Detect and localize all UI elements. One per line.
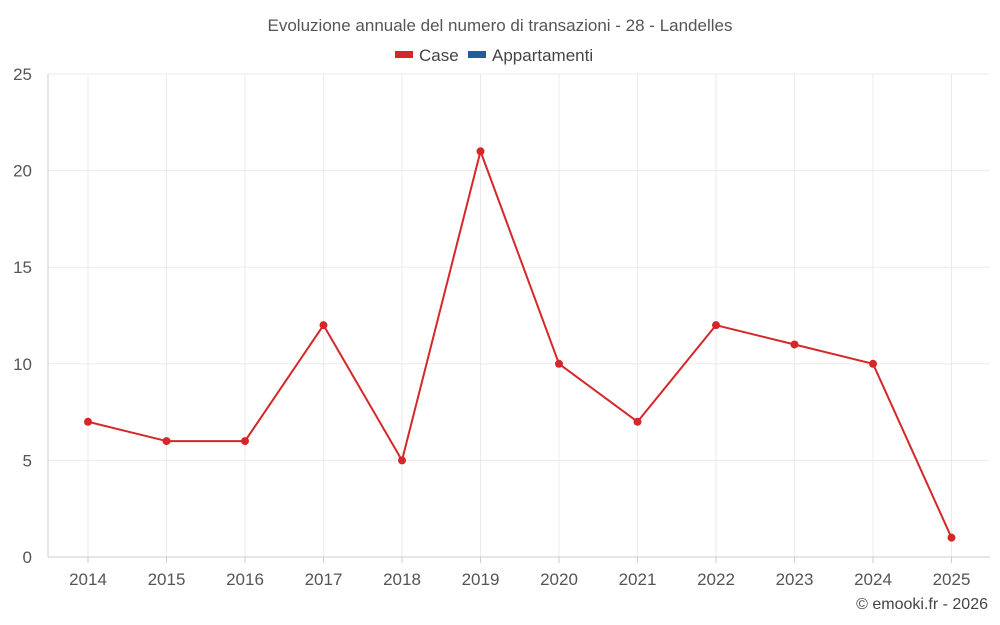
- y-tick-label: 20: [13, 162, 32, 181]
- series-case: [84, 147, 956, 542]
- x-tick-label: 2023: [776, 570, 814, 589]
- x-tick-label: 2020: [540, 570, 578, 589]
- y-tick-label: 0: [23, 548, 32, 567]
- x-tick-label: 2024: [854, 570, 892, 589]
- data-point-case-2018[interactable]: [398, 456, 406, 465]
- chart-title: Evoluzione annuale del numero di transaz…: [268, 16, 733, 35]
- x-tick-label: 2017: [305, 570, 343, 589]
- y-tick-label: 15: [13, 258, 32, 277]
- legend-item-appartamenti[interactable]: Appartamenti: [468, 46, 593, 65]
- y-tick-label: 10: [13, 355, 32, 374]
- data-point-case-2017[interactable]: [319, 321, 328, 330]
- legend-item-case[interactable]: Case: [395, 46, 459, 65]
- legend-swatch-appartamenti: [468, 51, 486, 58]
- legend-label-appartamenti: Appartamenti: [492, 46, 593, 65]
- data-point-case-2016[interactable]: [241, 437, 249, 446]
- data-point-case-2024[interactable]: [869, 359, 877, 368]
- data-point-case-2022[interactable]: [712, 321, 720, 330]
- x-tick-label: 2022: [697, 570, 735, 589]
- legend: Case Appartamenti: [395, 46, 593, 65]
- grid: [48, 73, 990, 557]
- data-point-case-2015[interactable]: [162, 437, 171, 446]
- x-tick-label: 2014: [69, 570, 107, 589]
- y-tick-label: 5: [23, 451, 32, 470]
- data-point-case-2020[interactable]: [555, 359, 563, 368]
- legend-label-case: Case: [419, 46, 459, 65]
- series-line-case: [87, 150, 953, 539]
- x-tick-label: 2021: [619, 570, 657, 589]
- data-point-case-2021[interactable]: [633, 417, 642, 426]
- data-point-case-2014[interactable]: [84, 417, 92, 426]
- data-point-case-2025[interactable]: [947, 533, 956, 542]
- x-tick-label: 2015: [148, 570, 186, 589]
- legend-swatch-case: [395, 51, 413, 58]
- x-tick-label: 2025: [933, 570, 971, 589]
- data-point-case-2019[interactable]: [476, 147, 485, 156]
- x-tick-label: 2018: [383, 570, 421, 589]
- credit-text: © emooki.fr - 2026: [856, 596, 988, 613]
- data-point-case-2023[interactable]: [790, 340, 799, 349]
- y-tick-label: 25: [13, 65, 32, 84]
- x-tick-label: 2016: [226, 570, 264, 589]
- x-tick-label: 2019: [462, 570, 500, 589]
